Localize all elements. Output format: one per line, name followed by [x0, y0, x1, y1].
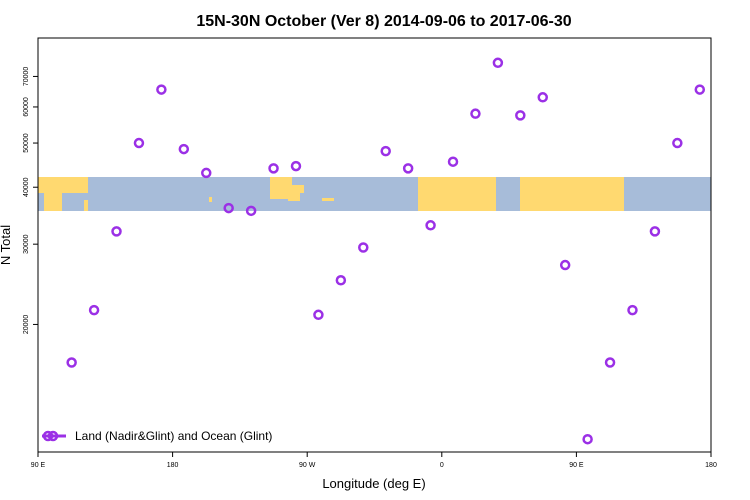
land-shape: [270, 177, 292, 199]
y-tick-label: 70000: [23, 67, 30, 87]
y-axis-label: N Total: [0, 225, 13, 265]
data-point: [672, 137, 683, 149]
data-point: [223, 202, 234, 214]
data-point: [88, 304, 100, 316]
land-shape: [44, 193, 62, 211]
data-point: [380, 145, 391, 157]
land-shape: [520, 177, 624, 211]
legend-marker: [42, 430, 54, 442]
x-tick-label: 180: [705, 462, 717, 469]
x-tick-label: 180: [167, 462, 179, 469]
data-point: [425, 220, 436, 231]
x-tick-label: 0: [440, 462, 444, 469]
x-axis-label: Longitude (deg E): [322, 476, 425, 491]
data-point: [582, 433, 593, 445]
data-point: [156, 84, 167, 95]
data-point: [111, 226, 122, 237]
plot-frame: [37, 37, 712, 453]
data-point: [559, 259, 571, 271]
y-tick-label: 20000: [23, 315, 30, 335]
data-point: [492, 57, 504, 69]
data-point: [313, 309, 324, 321]
data-point: [201, 167, 212, 179]
data-point: [178, 143, 190, 155]
data-point: [268, 163, 279, 174]
land-shape: [418, 177, 496, 211]
legend-label: Land (Nadir&Glint) and Ocean (Glint): [75, 429, 272, 443]
data-point: [335, 275, 347, 286]
legend: Land (Nadir&Glint) and Ocean (Glint): [42, 429, 272, 443]
x-tick-label: 90 E: [31, 462, 46, 469]
y-axis: 20000 30000 40000 50000 60000 70000: [23, 67, 38, 335]
land-shape: [38, 177, 88, 193]
legend-marker: [47, 430, 59, 442]
y-tick-label: 60000: [23, 97, 30, 117]
data-point: [537, 92, 548, 103]
land-shape: [322, 198, 334, 201]
x-tick-label: 90 E: [569, 462, 584, 469]
data-point: [447, 156, 459, 167]
data-point: [694, 84, 706, 95]
land-shape: [84, 200, 88, 211]
data-point: [649, 226, 661, 237]
data-point: [133, 137, 145, 149]
map-land: [38, 177, 624, 211]
data-point: [604, 357, 616, 368]
y-tick-label: 50000: [23, 133, 30, 153]
chart-title: 15N-30N October (Ver 8) 2014-09-06 to 20…: [196, 13, 571, 30]
x-axis: 90 E 180 90 W 0 90 E 180: [31, 452, 717, 469]
land-shape: [292, 185, 304, 193]
y-tick-label: 30000: [23, 234, 30, 254]
data-points: [66, 57, 706, 445]
data-point: [245, 205, 257, 217]
land-shape: [209, 197, 212, 202]
data-point: [515, 110, 526, 121]
data-point: [402, 163, 414, 174]
data-point: [290, 160, 302, 172]
data-point: [66, 357, 77, 368]
data-point: [627, 304, 638, 316]
data-point: [470, 108, 481, 119]
x-tick-label: 90 W: [299, 462, 316, 469]
land-shape: [288, 193, 300, 201]
world-map-band: [38, 177, 711, 211]
y-tick-label: 40000: [23, 177, 30, 197]
data-point: [358, 242, 369, 253]
